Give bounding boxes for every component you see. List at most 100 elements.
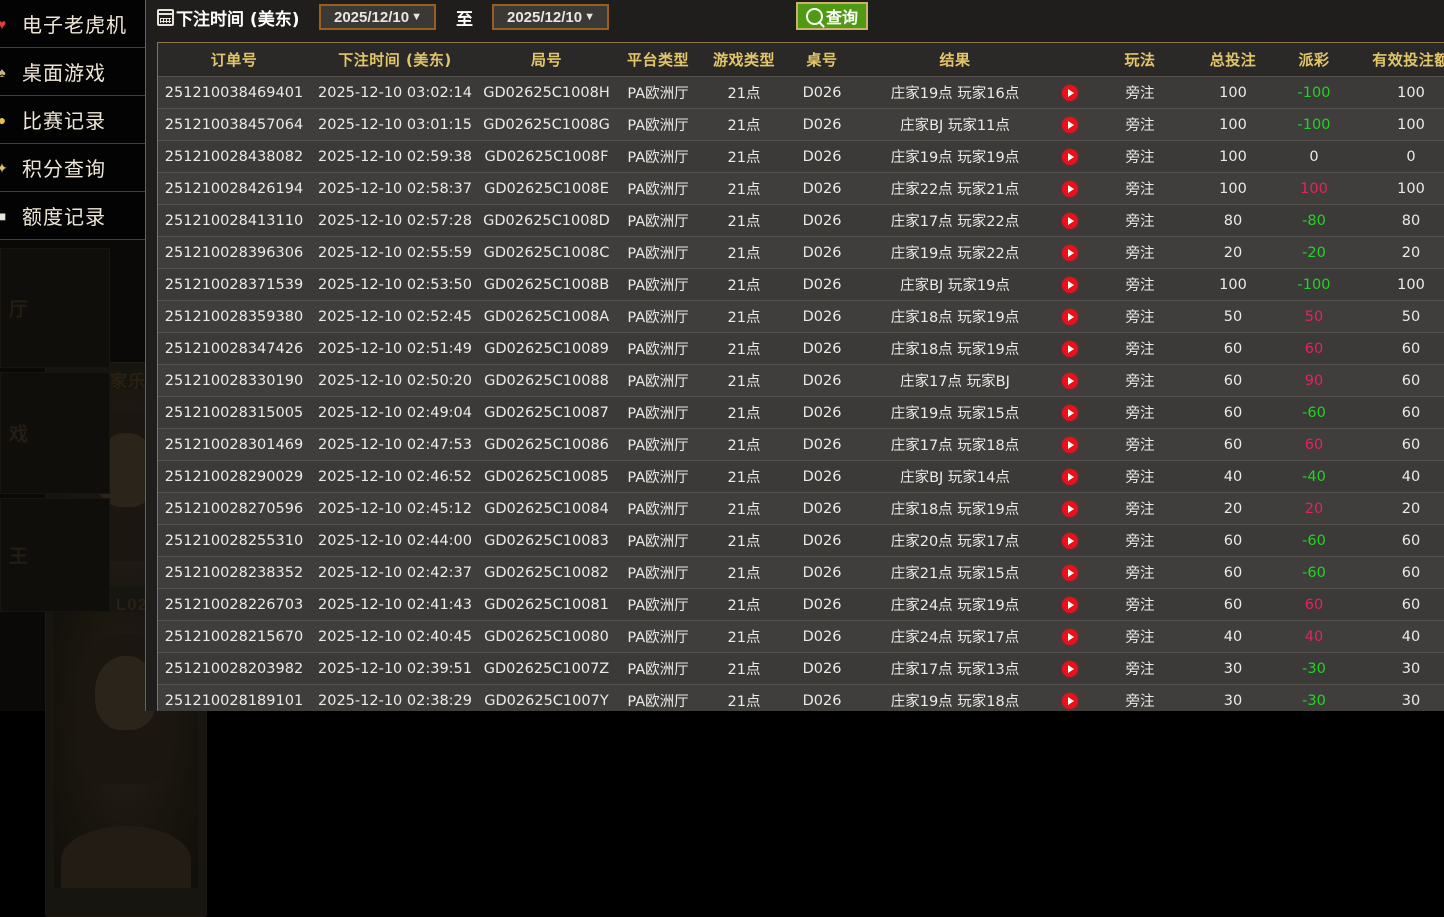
play-replay-cell[interactable] [1051,140,1089,173]
cell-bet: 100 [1191,172,1275,205]
cell-bet: 60 [1191,524,1275,557]
table-row[interactable]: 251210028438082 2025-12-10 02:59:38 GD0262… [158,140,1444,173]
sidebar-item-2[interactable]: ♠ 桌面游戏 [0,48,145,96]
table-row[interactable]: 251210028330190 2025-12-10 02:50:20 GD0262… [158,364,1444,397]
table-row[interactable]: 251210028255310 2025-12-10 02:44:00 GD0262… [158,524,1444,557]
play-replay-cell[interactable] [1051,364,1089,397]
cell-platform: PA欧洲厅 [613,236,703,269]
cell-table: D026 [785,76,859,109]
play-icon[interactable] [1062,116,1078,133]
table-row[interactable]: 251210028371539 2025-12-10 02:53:50 GD0262… [158,268,1444,301]
cell-game: 21点 [703,428,785,461]
play-icon[interactable] [1062,532,1078,549]
play-replay-cell[interactable] [1051,652,1089,685]
table-row[interactable]: 251210038469401 2025-12-10 03:02:14 GD0262… [158,76,1444,109]
cell-round: GD02625C1007Z [480,652,613,685]
play-replay-cell[interactable] [1051,268,1089,301]
column-header-1[interactable]: 订单号 [158,43,310,77]
play-replay-cell[interactable] [1051,460,1089,493]
table-row[interactable]: 251210038457064 2025-12-10 03:01:15 GD0262… [158,108,1444,141]
play-replay-cell[interactable] [1051,172,1089,205]
play-replay-cell[interactable] [1051,204,1089,237]
table-row[interactable]: 251210028413110 2025-12-10 02:57:28 GD0262… [158,204,1444,237]
play-icon[interactable] [1062,308,1078,325]
cell-payout: -80 [1275,204,1353,237]
play-replay-cell[interactable] [1051,76,1089,109]
filter-toolbar: 下注时间 (美东) 2025/12/10 ▼ 至 2025/12/10 ▼ 查询 [146,0,1444,34]
play-replay-cell[interactable] [1051,588,1089,621]
play-icon[interactable] [1062,564,1078,581]
column-header-7[interactable]: 结果 [859,43,1051,77]
play-replay-cell[interactable] [1051,396,1089,429]
play-icon[interactable] [1062,660,1078,677]
cell-mode: 旁注 [1089,588,1191,621]
play-icon[interactable] [1062,436,1078,453]
cell-valid: 60 [1353,588,1444,621]
play-icon[interactable] [1062,372,1078,389]
cell-time: 2025-12-10 02:58:37 [310,172,480,205]
column-header-8[interactable] [1051,43,1089,77]
table-row[interactable]: 251210028189101 2025-12-10 02:38:29 GD0262… [158,684,1444,711]
play-icon[interactable] [1062,340,1078,357]
column-header-12[interactable]: 有效投注额 [1353,43,1444,77]
play-replay-cell[interactable] [1051,492,1089,525]
sidebar-item-4[interactable]: ✦ 积分查询 [0,144,145,192]
table-row[interactable]: 251210028396306 2025-12-10 02:55:59 GD0262… [158,236,1444,269]
date-to-picker[interactable]: 2025/12/10 ▼ [492,4,610,30]
play-icon[interactable] [1062,148,1078,165]
play-replay-cell[interactable] [1051,300,1089,333]
column-header-9[interactable]: 玩法 [1089,43,1191,77]
column-header-4[interactable]: 平台类型 [613,43,703,77]
column-header-5[interactable]: 游戏类型 [703,43,785,77]
play-icon[interactable] [1062,180,1078,197]
table-row[interactable]: 251210028315005 2025-12-10 02:49:04 GD0262… [158,396,1444,429]
table-row[interactable]: 251210028347426 2025-12-10 02:51:49 GD0262… [158,332,1444,365]
play-replay-cell[interactable] [1051,236,1089,269]
cell-table: D026 [785,236,859,269]
table-row[interactable]: 251210028226703 2025-12-10 02:41:43 GD0262… [158,588,1444,621]
play-icon[interactable] [1062,628,1078,645]
sidebar-item-3[interactable]: ● 比赛记录 [0,96,145,144]
play-icon[interactable] [1062,84,1078,101]
play-icon[interactable] [1062,244,1078,261]
cell-order: 251210028413110 [158,204,310,237]
table-row[interactable]: 251210028301469 2025-12-10 02:47:53 GD0262… [158,428,1444,461]
play-replay-cell[interactable] [1051,684,1089,711]
play-icon[interactable] [1062,692,1078,709]
cell-payout: 60 [1275,428,1353,461]
table-row[interactable]: 251210028290029 2025-12-10 02:46:52 GD0262… [158,460,1444,493]
table-row[interactable]: 251210028238352 2025-12-10 02:42:37 GD0262… [158,556,1444,589]
play-replay-cell[interactable] [1051,524,1089,557]
sidebar-item-1[interactable]: ♥ 电子老虎机 [0,0,145,48]
column-header-10[interactable]: 总投注 [1191,43,1275,77]
date-from-picker[interactable]: 2025/12/10 ▼ [319,4,437,30]
column-header-3[interactable]: 局号 [480,43,613,77]
table-row[interactable]: 251210028215670 2025-12-10 02:40:45 GD0262… [158,620,1444,653]
column-header-11[interactable]: 派彩 [1275,43,1353,77]
cell-table: D026 [785,332,859,365]
table-row[interactable]: 251210028203982 2025-12-10 02:39:51 GD0262… [158,652,1444,685]
table-row[interactable]: 251210028426194 2025-12-10 02:58:37 GD0262… [158,172,1444,205]
play-icon[interactable] [1062,276,1078,293]
column-header-6[interactable]: 桌号 [785,43,859,77]
play-replay-cell[interactable] [1051,428,1089,461]
play-icon[interactable] [1062,212,1078,229]
search-button[interactable]: 查询 [796,2,869,30]
cell-result: 庄家24点 玩家19点 [859,588,1051,621]
play-icon[interactable] [1062,596,1078,613]
play-replay-cell[interactable] [1051,108,1089,141]
play-replay-cell[interactable] [1051,620,1089,653]
cell-result: 庄家17点 玩家22点 [859,204,1051,237]
table-row[interactable]: 251210028270596 2025-12-10 02:45:12 GD0262… [158,492,1444,525]
play-replay-cell[interactable] [1051,332,1089,365]
sidebar-item-5[interactable]: ■ 额度记录 [0,192,145,240]
play-icon[interactable] [1062,500,1078,517]
play-icon[interactable] [1062,468,1078,485]
table-row[interactable]: 251210028359380 2025-12-10 02:52:45 GD0262… [158,300,1444,333]
play-icon[interactable] [1062,404,1078,421]
cell-order: 251210028203982 [158,652,310,685]
sidebar-item-label: 比赛记录 [22,109,106,133]
column-header-2[interactable]: 下注时间 (美东) [310,43,480,77]
play-replay-cell[interactable] [1051,556,1089,589]
